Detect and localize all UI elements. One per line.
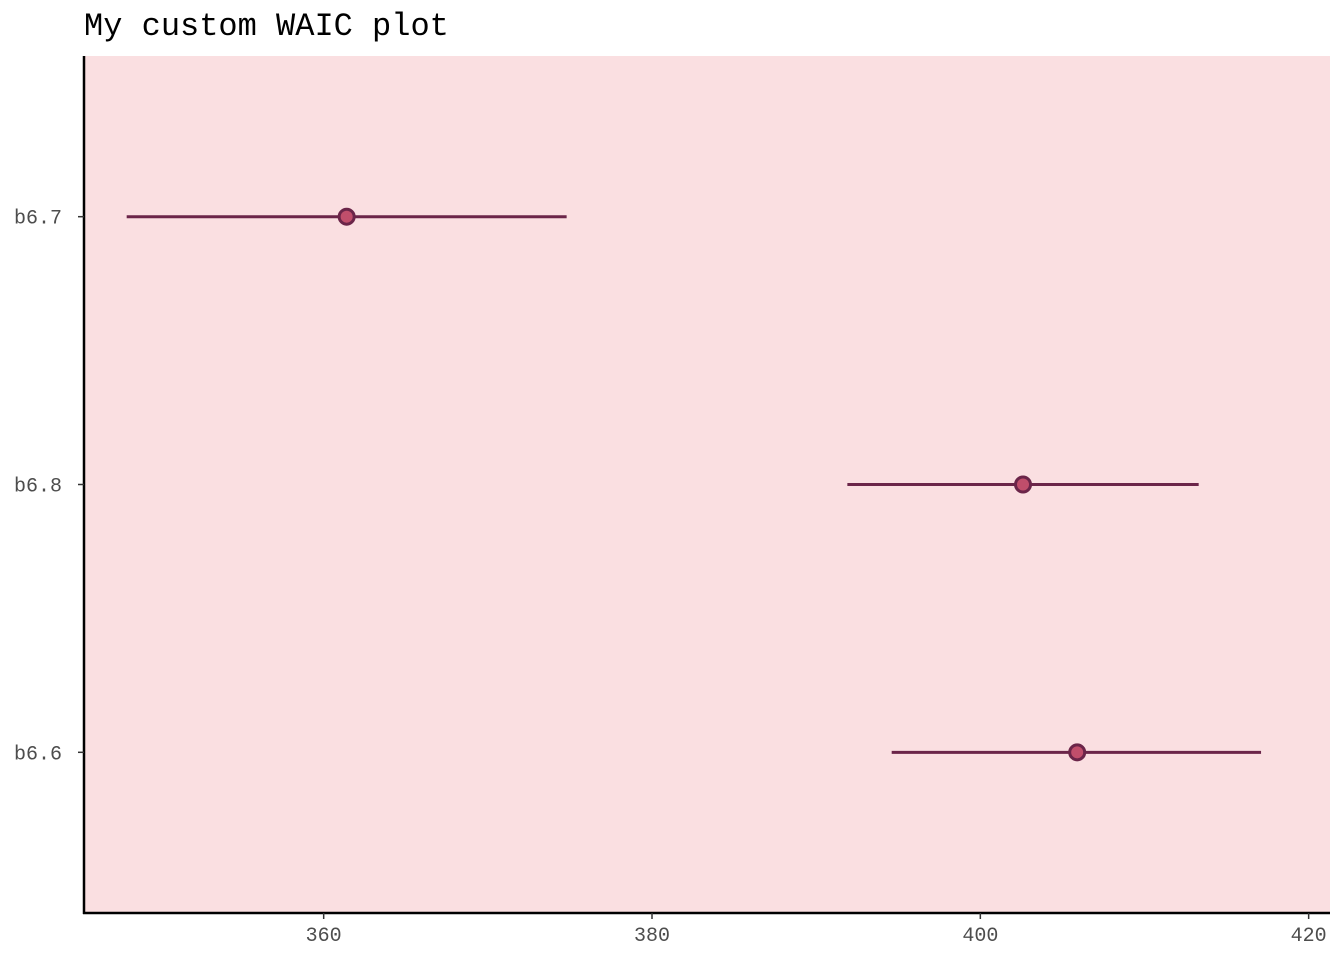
x-tick-label: 420: [1291, 925, 1327, 948]
x-tick-label: 360: [306, 925, 342, 948]
y-tick-label: b6.7: [14, 208, 62, 231]
waic-point: [337, 207, 356, 226]
y-axis-ticks: b6.7 b6.8 b6.6: [14, 208, 84, 766]
y-tick-label: b6.8: [14, 476, 62, 499]
x-axis-ticks: 360 380 400 420: [306, 913, 1327, 948]
y-tick-label: b6.6: [14, 743, 62, 766]
x-tick-label: 380: [634, 925, 670, 948]
waic-point: [1014, 475, 1033, 494]
chart-marks: [126, 207, 1262, 762]
x-tick-label: 400: [962, 925, 998, 948]
waic-point: [1068, 743, 1087, 762]
chart-title: My custom WAIC plot: [84, 8, 449, 45]
